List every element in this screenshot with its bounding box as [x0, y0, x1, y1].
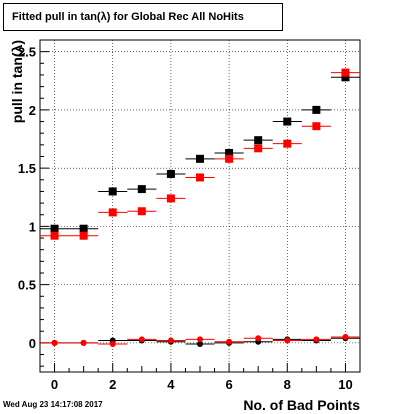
- data-point-square: [79, 231, 88, 240]
- data-point-square: [137, 185, 146, 194]
- data-point-square: [225, 148, 234, 157]
- data-point-square: [50, 224, 59, 233]
- date-stamp: Wed Aug 23 14:17:08 2017: [3, 400, 103, 409]
- x-tick-label: 0: [51, 377, 58, 392]
- x-tick-label: 6: [225, 377, 232, 392]
- data-point-circle: [51, 339, 58, 346]
- data-point-square: [196, 173, 204, 182]
- data-point-square: [312, 105, 321, 114]
- data-points: [40, 68, 360, 348]
- data-point-square: [283, 117, 292, 126]
- data-point-square: [341, 68, 350, 77]
- x-tick-label: 4: [167, 377, 175, 392]
- data-point-square: [166, 194, 175, 203]
- data-point-circle: [138, 336, 145, 343]
- data-point-circle: [342, 334, 349, 341]
- data-point-circle: [226, 338, 233, 345]
- y-tick-label: 0.5: [18, 278, 36, 293]
- plot-frame: [39, 39, 361, 373]
- data-point-circle: [109, 341, 116, 348]
- data-point-square: [108, 187, 117, 196]
- axes: 0 2 4 6 8 10 0 0.5 1 1.5 2 2.5: [18, 39, 361, 392]
- y-tick-label: 1.5: [18, 161, 36, 176]
- y-tick-label: 2.5: [18, 45, 36, 60]
- data-point-circle: [197, 341, 203, 348]
- data-point-square: [108, 208, 117, 217]
- data-point-circle: [255, 335, 262, 342]
- data-point-circle: [284, 337, 291, 344]
- chart-title: Fitted pull in tan(λ) for Global Rec All…: [3, 3, 283, 31]
- x-tick-label: 10: [338, 377, 352, 392]
- y-tick-label: 2: [29, 103, 36, 118]
- data-point-circle: [80, 339, 87, 346]
- data-point-square: [254, 144, 263, 153]
- data-point-square: [166, 169, 175, 178]
- y-tick-label: 0: [29, 336, 36, 351]
- data-point-square: [79, 224, 88, 233]
- y-axis-label: pull in tan(λ): [9, 40, 25, 123]
- data-point-square: [196, 154, 204, 163]
- grid-lines: [40, 40, 360, 372]
- data-point-circle: [197, 336, 203, 343]
- data-point-square: [225, 154, 234, 163]
- x-axis-label: No. of Bad Points: [243, 397, 360, 413]
- data-point-square: [341, 73, 350, 82]
- x-tick-label: 8: [284, 377, 291, 392]
- data-point-square: [283, 139, 292, 148]
- data-point-square: [312, 122, 321, 131]
- data-point-square: [137, 207, 146, 216]
- y-tick-label: 1: [29, 219, 36, 234]
- data-point-circle: [313, 336, 320, 343]
- x-tick-label: 2: [109, 377, 116, 392]
- data-point-square: [50, 231, 59, 240]
- data-point-square: [254, 136, 263, 145]
- data-point-circle: [167, 337, 174, 344]
